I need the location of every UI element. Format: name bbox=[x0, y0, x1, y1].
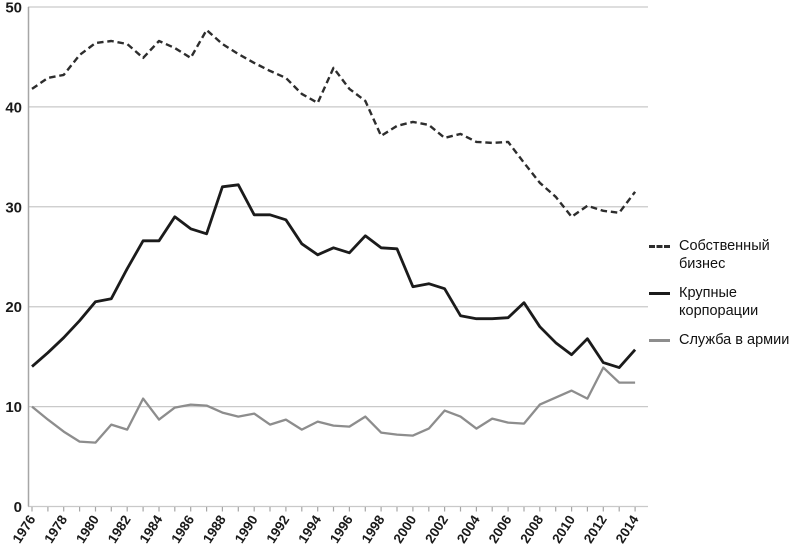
x-tick-label: 2014 bbox=[613, 512, 642, 546]
legend-label-own-business: Собственный бизнес bbox=[679, 238, 770, 272]
x-axis-labels: 1976 1978 1980 1982 1984 1986 1988 1990 1992 1994… bbox=[10, 512, 642, 546]
x-tick-label: 1998 bbox=[359, 512, 388, 546]
x-tick-label: 1994 bbox=[295, 512, 324, 546]
y-tick-label: 40 bbox=[5, 99, 22, 116]
legend-label-army-service: Служба в армии bbox=[679, 332, 790, 348]
y-tick-label: 0 bbox=[14, 499, 22, 516]
legend-item-own-business: Собственный бизнес bbox=[649, 237, 790, 273]
x-ticks bbox=[31, 507, 636, 512]
x-tick-label: 1982 bbox=[105, 512, 134, 545]
y-tick-label: 10 bbox=[5, 399, 22, 416]
series-line-own-business bbox=[31, 28, 637, 219]
y-tick-label: 30 bbox=[5, 199, 22, 216]
x-tick-label: 1992 bbox=[263, 512, 292, 545]
legend-item-army-service: Служба в армии bbox=[649, 331, 790, 349]
legend-swatch-dashed-line-icon bbox=[649, 245, 670, 248]
x-tick-label: 1984 bbox=[137, 512, 166, 546]
x-tick-label: 1976 bbox=[10, 512, 39, 546]
y-tick-label: 50 bbox=[5, 0, 22, 17]
y-axis-labels: 0 10 20 30 40 50 bbox=[5, 0, 22, 516]
legend: Собственный бизнес Крупные корпорации Сл… bbox=[649, 237, 790, 360]
x-tick-label: 2002 bbox=[422, 512, 451, 545]
x-tick-label: 2006 bbox=[486, 512, 515, 546]
x-tick-label: 2008 bbox=[517, 512, 546, 546]
x-tick-label: 2004 bbox=[454, 512, 483, 546]
x-tick-label: 2010 bbox=[549, 512, 578, 545]
series-line-large-corporations bbox=[31, 183, 637, 370]
x-tick-label: 2012 bbox=[581, 512, 610, 545]
x-tick-label: 1996 bbox=[327, 512, 356, 546]
x-tick-label: 1986 bbox=[168, 512, 197, 546]
series-lines bbox=[31, 28, 637, 444]
x-tick-label: 1978 bbox=[41, 512, 70, 546]
gridlines bbox=[28, 6, 648, 508]
x-tick-label: 1980 bbox=[73, 512, 102, 545]
legend-swatch-solid-gray-line-icon bbox=[649, 339, 670, 342]
y-tick-label: 20 bbox=[5, 299, 22, 316]
series-line-army-service bbox=[31, 366, 636, 444]
legend-item-large-corporations: Крупные корпорации bbox=[649, 284, 790, 320]
legend-swatch-solid-dark-line-icon bbox=[649, 292, 670, 295]
legend-label-large-corporations: Крупные корпорации bbox=[679, 285, 759, 319]
x-tick-label: 2000 bbox=[390, 512, 419, 545]
x-tick-label: 1990 bbox=[232, 512, 261, 545]
x-tick-label: 1988 bbox=[200, 512, 229, 546]
